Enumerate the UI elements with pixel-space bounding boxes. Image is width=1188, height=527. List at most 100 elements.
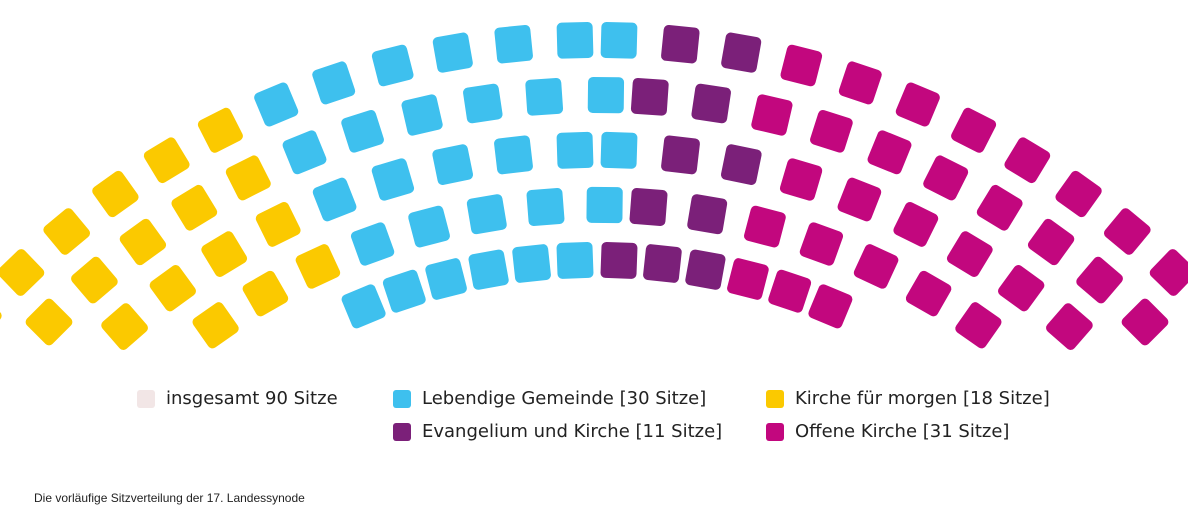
seat-39 [494, 24, 533, 64]
legend-item-total: insgesamt 90 Sitze [137, 388, 338, 409]
seat-58 [685, 249, 726, 290]
seat-69 [837, 177, 882, 222]
caption: Die vorläufige Sitzverteilung der 17. La… [34, 491, 305, 505]
seat-62 [727, 258, 769, 300]
seat-9 [92, 170, 139, 218]
seat-57 [721, 32, 762, 73]
seat-2 [25, 298, 73, 346]
seat-1 [0, 293, 2, 341]
seat-29 [425, 258, 467, 300]
legend-label-total: insgesamt 90 Sitze [166, 388, 338, 409]
legend-item-kirche-fuer-morgen: Kirche für morgen [18 Sitze] [766, 388, 1050, 409]
seat-24 [312, 61, 356, 105]
seat-73 [853, 244, 899, 289]
seat-88 [1149, 249, 1188, 296]
seat-49 [600, 241, 638, 279]
seat-5 [71, 256, 118, 304]
seat-21 [282, 130, 327, 175]
seat-80 [976, 184, 1023, 231]
legend-label-kirche-fuer-morgen: Kirche für morgen [18 Sitze] [795, 388, 1050, 409]
seat-12 [143, 137, 190, 184]
seat-19 [254, 82, 299, 127]
seat-43 [556, 131, 594, 169]
seat-4 [101, 303, 148, 350]
seat-66 [768, 269, 812, 313]
seat-83 [1027, 218, 1075, 266]
seat-47 [600, 21, 638, 59]
seat-26 [341, 109, 384, 153]
seat-28 [408, 205, 450, 248]
seat-77 [905, 270, 952, 317]
seat-31 [401, 94, 443, 136]
seat-7 [149, 265, 196, 312]
seat-87 [1046, 303, 1093, 350]
seat-10 [192, 302, 239, 349]
seat-59 [720, 144, 762, 185]
legend-swatch-evangelium-und-kirche [393, 422, 411, 441]
seat-65 [810, 109, 853, 153]
seat-76 [951, 107, 997, 153]
seat-60 [751, 94, 793, 136]
seat-75 [923, 155, 969, 201]
seat-38 [512, 244, 551, 283]
seat-54 [661, 135, 700, 175]
seat-34 [432, 32, 473, 73]
seat-56 [687, 194, 728, 235]
seat-79 [1004, 137, 1051, 184]
seat-30 [371, 44, 414, 87]
seat-78 [946, 231, 993, 277]
seat-14 [242, 270, 289, 317]
seat-11 [171, 184, 218, 231]
seat-35 [466, 194, 507, 235]
image-credit: © Bild: EMH [1093, 16, 1154, 27]
seat-71 [808, 284, 853, 329]
seat-37 [494, 135, 533, 175]
legend-swatch-offene-kirche [766, 422, 784, 441]
seat-22 [312, 177, 357, 222]
seat-85 [1103, 208, 1151, 255]
legend-label-offene-kirche: Offene Kirche [31 Sitze] [795, 421, 1010, 442]
seat-53 [643, 244, 682, 283]
seat-86 [1076, 256, 1123, 304]
seat-81 [955, 302, 1002, 349]
seat-89 [1121, 298, 1169, 346]
seat-52 [661, 24, 700, 64]
seat-68 [799, 222, 844, 266]
seat-70 [867, 130, 912, 175]
seat-61 [780, 44, 823, 87]
seat-6 [43, 208, 91, 255]
seat-50 [630, 77, 669, 116]
seat-27 [371, 158, 415, 201]
seat-41 [525, 77, 564, 116]
seat-3 [0, 249, 45, 296]
seat-48 [600, 131, 638, 169]
seat-36 [463, 83, 503, 124]
seat-23 [350, 222, 395, 266]
seat-44 [556, 21, 594, 59]
seat-45 [586, 186, 623, 224]
legend-item-evangelium-und-kirche: Evangelium und Kirche [11 Sitze] [393, 421, 722, 442]
legend-label-lebendige-gemeinde: Lebendige Gemeinde [30 Sitze] [422, 388, 707, 409]
legend-item-offene-kirche: Offene Kirche [31 Sitze] [766, 421, 1009, 442]
legend-swatch-kirche-fuer-morgen [766, 389, 784, 408]
seat-8 [119, 218, 167, 266]
seat-16 [225, 155, 271, 201]
seat-17 [255, 201, 301, 247]
seat-55 [691, 83, 731, 124]
legend-swatch-total [137, 389, 155, 408]
seat-13 [201, 231, 248, 277]
seat-84 [998, 265, 1045, 312]
seat-63 [744, 205, 786, 248]
seat-40 [526, 188, 565, 226]
seat-42 [556, 241, 594, 279]
seat-46 [587, 76, 625, 114]
legend-item-lebendige-gemeinde: Lebendige Gemeinde [30 Sitze] [393, 388, 706, 409]
seat-74 [893, 201, 939, 247]
seat-chart [0, 21, 1188, 350]
seat-18 [295, 244, 341, 289]
legend-label-evangelium-und-kirche: Evangelium und Kirche [11 Sitze] [422, 421, 723, 442]
seat-25 [382, 269, 426, 313]
seat-51 [629, 188, 668, 226]
legend-swatch-lebendige-gemeinde [393, 389, 411, 408]
seat-64 [779, 158, 823, 201]
